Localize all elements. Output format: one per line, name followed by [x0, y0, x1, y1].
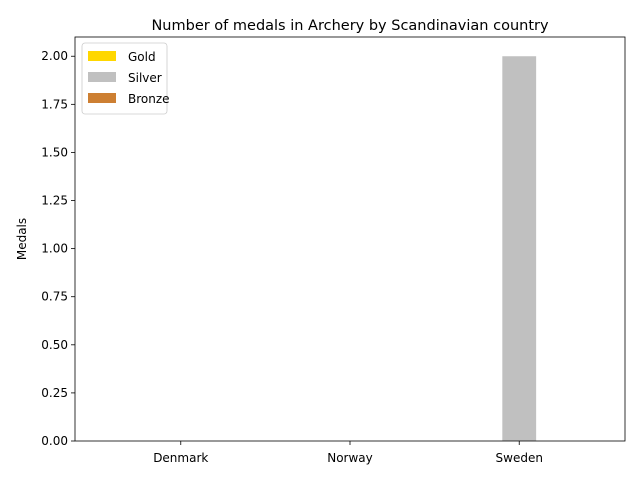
y-tick-label: 1.50: [41, 145, 68, 159]
x-tick-label: Norway: [327, 451, 373, 465]
legend-label-bronze: Bronze: [128, 92, 170, 106]
y-tick-label: 0.00: [41, 434, 68, 448]
legend-swatch-gold: [88, 51, 116, 61]
y-tick-label: 2.00: [41, 49, 68, 63]
y-tick-label: 0.25: [41, 386, 68, 400]
x-axis-ticks: Denmark Norway Sweden: [153, 441, 543, 465]
legend-swatch-bronze: [88, 93, 116, 103]
legend-swatch-silver: [88, 72, 116, 82]
plot-frame: [74, 36, 626, 442]
y-tick-label: 1.25: [41, 194, 68, 208]
y-tick-label: 1.00: [41, 242, 68, 256]
y-tick-label: 1.75: [41, 97, 68, 111]
x-tick-label: Sweden: [496, 451, 543, 465]
y-axis-ticks: 0.00 0.25 0.50 0.75 1.00 1.25 1.50 1.75 2.00: [41, 49, 75, 448]
bars-group: [502, 56, 537, 441]
legend: Gold Silver Bronze: [81, 42, 170, 115]
y-axis-label: Medals: [15, 218, 29, 260]
chart-title: Number of medals in Archery by Scandinav…: [151, 18, 549, 34]
y-tick-label: 0.50: [41, 338, 68, 352]
legend-label-gold: Gold: [128, 50, 156, 64]
bar-silver-sweden: [502, 56, 537, 441]
legend-label-silver: Silver: [128, 71, 162, 85]
y-tick-label: 0.75: [41, 290, 68, 304]
x-tick-label: Denmark: [153, 451, 208, 465]
